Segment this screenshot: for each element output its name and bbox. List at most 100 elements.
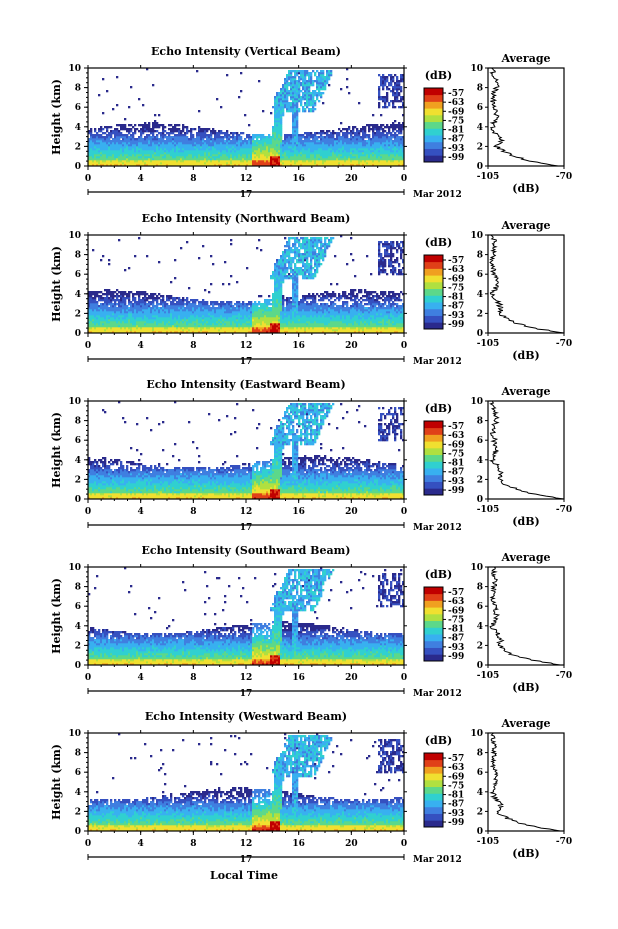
- heatmap-cell: [178, 128, 181, 131]
- heatmap-cell: [392, 160, 395, 163]
- heatmap-cell: [344, 148, 347, 151]
- heatmap-cell: [176, 160, 179, 163]
- heatmap-cell: [256, 148, 259, 151]
- heatmap-cell: [186, 323, 189, 326]
- heatmap-cell: [284, 142, 287, 145]
- heatmap-cell: [220, 309, 223, 312]
- heatmap-cell: [258, 134, 261, 137]
- heatmap-cell: [362, 132, 365, 135]
- heatmap-cell: [224, 303, 227, 306]
- heatmap-cell: [132, 299, 135, 302]
- heatmap-cell: [100, 130, 103, 133]
- heatmap-cell: [140, 313, 143, 316]
- heatmap-cell: [292, 120, 295, 123]
- heatmap-cell: [292, 136, 295, 139]
- heatmap-cell: [280, 122, 283, 125]
- heatmap-cell: [236, 313, 239, 316]
- heatmap-cell: [116, 156, 119, 159]
- heatmap-cell: [398, 94, 401, 97]
- heatmap-cell: [328, 78, 331, 81]
- heatmap-cell: [290, 92, 293, 95]
- panel-title: Echo Intensity (Northward Beam): [142, 212, 351, 225]
- heatmap-cell: [150, 321, 153, 324]
- heatmap-cell: [306, 72, 309, 75]
- heatmap-cell: [138, 160, 141, 163]
- heatmap-cell: [326, 138, 329, 141]
- heatmap-cell: [152, 317, 155, 320]
- heatmap-cell: [396, 88, 399, 91]
- heatmap-cell: [382, 80, 385, 83]
- heatmap-cell: [198, 160, 201, 163]
- heatmap-cell: [182, 305, 185, 308]
- heatmap-cell: [160, 150, 163, 153]
- heatmap-cell: [116, 124, 119, 127]
- heatmap-cell: [160, 124, 163, 127]
- heatmap-cell: [356, 160, 359, 163]
- heatmap-cell: [308, 100, 311, 103]
- heatmap-cell: [390, 146, 393, 149]
- heatmap-cell: [210, 309, 213, 312]
- heatmap-cell: [180, 152, 183, 155]
- heatmap-cell: [202, 132, 205, 135]
- heatmap-cell: [150, 164, 153, 167]
- heatmap-cell: [286, 160, 289, 163]
- heatmap-cell: [230, 331, 233, 334]
- heatmap-cell: [176, 128, 179, 131]
- heatmap-cell: [202, 162, 205, 165]
- heatmap-cell: [276, 114, 279, 117]
- heatmap-cell: [238, 136, 241, 139]
- heatmap-cell: [148, 150, 151, 153]
- heatmap-cell: [94, 160, 97, 163]
- heatmap-cell: [144, 124, 147, 127]
- heatmap-cell: [172, 138, 175, 141]
- heatmap-cell: [96, 156, 99, 159]
- heatmap-cell: [100, 327, 103, 330]
- average-frame: [487, 67, 565, 167]
- heatmap-cell: [92, 311, 95, 314]
- heatmap-cell: [394, 94, 397, 97]
- heatmap-cell: [162, 128, 165, 131]
- heatmap-cell: [394, 164, 397, 167]
- heatmap-cell: [392, 124, 395, 127]
- heatmap-cell: [270, 156, 273, 159]
- heatmap-cell: [384, 82, 387, 85]
- heatmap-cell: [362, 152, 365, 155]
- heatmap-cell: [296, 74, 299, 77]
- heatmap-cell: [128, 164, 131, 167]
- heatmap-cell: [108, 327, 111, 330]
- heatmap-cell: [110, 132, 113, 135]
- heatmap-cell: [300, 150, 303, 153]
- heatmap-cell: [152, 327, 155, 330]
- heatmap-cell: [324, 76, 327, 79]
- heatmap-cell: [204, 289, 207, 292]
- heatmap-cell: [128, 124, 131, 127]
- heatmap-cell: [310, 78, 313, 81]
- heatmap-cell: [118, 327, 121, 330]
- heatmap-cell: [116, 315, 119, 318]
- heatmap-cell: [210, 132, 213, 135]
- heatmap-cell: [316, 162, 319, 165]
- heatmap-cell: [192, 144, 195, 147]
- heatmap-cell: [100, 329, 103, 332]
- heatmap-cell: [134, 150, 137, 153]
- heatmap-cell: [314, 156, 317, 159]
- heatmap-cell: [218, 154, 221, 157]
- heatmap-cell: [188, 305, 191, 308]
- heatmap-cell: [280, 88, 283, 91]
- heatmap-cell: [106, 315, 109, 318]
- heatmap-cell: [356, 156, 359, 159]
- heatmap-cell: [286, 138, 289, 141]
- heatmap-cell: [242, 313, 245, 316]
- heatmap-cell: [88, 144, 91, 147]
- heatmap-cell: [92, 160, 95, 163]
- heatmap-cell: [372, 114, 375, 117]
- heatmap-cell: [232, 323, 235, 326]
- heatmap-cell: [246, 154, 249, 157]
- heatmap-cell: [392, 86, 395, 89]
- heatmap-cell: [262, 148, 265, 151]
- heatmap-cell: [176, 146, 179, 149]
- heatmap-cell: [218, 311, 221, 314]
- heatmap-cell: [338, 132, 341, 135]
- heatmap-cell: [402, 136, 405, 139]
- heatmap-cell: [276, 158, 279, 161]
